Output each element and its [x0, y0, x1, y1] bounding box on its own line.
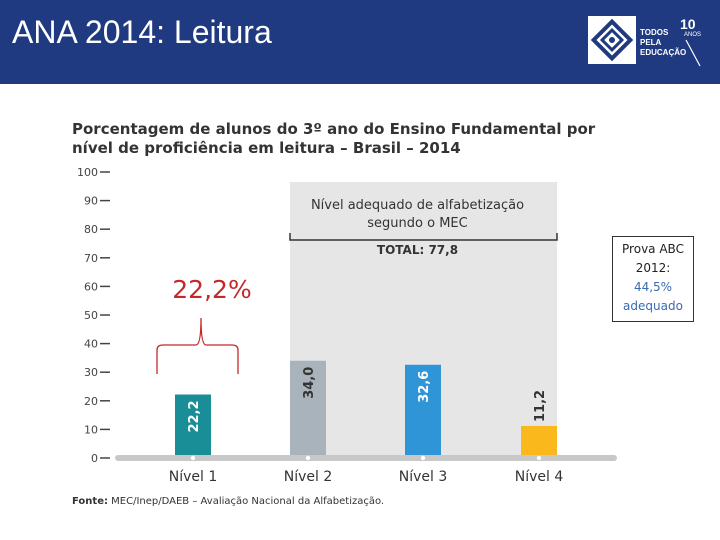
category-label: Nível 3	[399, 469, 448, 485]
bar	[521, 425, 557, 455]
bar-value-label: 11,2	[533, 390, 548, 422]
logo-years-number: 10	[680, 16, 696, 32]
y-tick-label: 0	[91, 452, 98, 465]
logo-text-line: EDUCAÇÃO	[640, 48, 687, 57]
source-note: Fonte: MEC/Inep/DAEB – Avaliação Naciona…	[72, 496, 384, 507]
bars	[175, 360, 557, 455]
logo-text-line: TODOS	[640, 28, 669, 37]
y-tick-label: 60	[84, 280, 98, 293]
category-labels: Nível 1 Nível 2 Nível 3 Nível 4	[169, 469, 564, 485]
y-tick-label: 100	[77, 166, 98, 179]
category-label: Nível 4	[515, 469, 564, 485]
x-axis-dot	[190, 455, 196, 461]
chart-title: Porcentagem de alunos do 3º ano do Ensin…	[72, 120, 596, 157]
bar-value-label: 34,0	[302, 367, 317, 399]
prova-abc-note: Prova ABC 2012: 44,5% adequado	[612, 236, 694, 322]
y-tick-label: 80	[84, 223, 98, 236]
logo-emblem-icon	[588, 16, 636, 64]
category-label: Nível 2	[284, 469, 333, 485]
bar-value-label: 22,2	[187, 400, 202, 432]
nivel1-percent-annotation: 22,2%	[172, 275, 251, 304]
highlight-bracket	[289, 233, 558, 241]
bar	[405, 364, 441, 455]
logo-years-label: ANOS	[684, 32, 702, 38]
bar	[290, 360, 326, 455]
x-axis-dot	[420, 455, 426, 461]
category-label: Nível 1	[169, 469, 218, 485]
note-line1: Prova ABC 2012:	[622, 242, 684, 275]
slide-title: ANA 2014: Leitura	[12, 14, 272, 50]
y-tick-label: 70	[84, 252, 98, 265]
y-tick-label: 20	[84, 395, 98, 408]
logo-text-line: PELA	[640, 38, 662, 47]
y-tick-label: 10	[84, 423, 98, 436]
highlight-label-line2: segundo o MEC	[367, 216, 467, 231]
highlight-label-line1: Nível adequado de alfabetização	[311, 198, 524, 213]
y-tick-label: 50	[84, 309, 98, 322]
note-line2: 44,5% adequado	[623, 280, 683, 313]
bar	[175, 394, 211, 455]
logo-slash-icon	[685, 39, 701, 67]
y-tick-label: 30	[84, 366, 98, 379]
y-tick-label: 90	[84, 195, 98, 208]
bar-value-label: 32,6	[417, 371, 432, 403]
y-axis: 0 10 20 30 40 50 60 70 80 90 100	[77, 166, 110, 465]
todos-pela-educacao-logo: TODOS PELA EDUCAÇÃO 10 ANOS	[588, 16, 714, 68]
x-axis-dot	[536, 455, 542, 461]
nivel1-brace	[156, 317, 239, 374]
logo-text: TODOS PELA EDUCAÇÃO	[640, 28, 700, 58]
bar-value-labels: 22,2 34,0 32,6 11,2	[187, 367, 548, 433]
x-axis-dots	[190, 455, 542, 461]
header-bar: ANA 2014: Leitura TODOS PELA EDUCAÇÃO 10…	[0, 0, 720, 84]
y-tick-label: 40	[84, 338, 98, 351]
source-label: Fonte:	[72, 496, 108, 507]
highlight-total-label: TOTAL: 77,8	[377, 243, 458, 257]
source-text: MEC/Inep/DAEB – Avaliação Nacional da Al…	[107, 496, 385, 507]
x-axis-dot	[305, 455, 311, 461]
